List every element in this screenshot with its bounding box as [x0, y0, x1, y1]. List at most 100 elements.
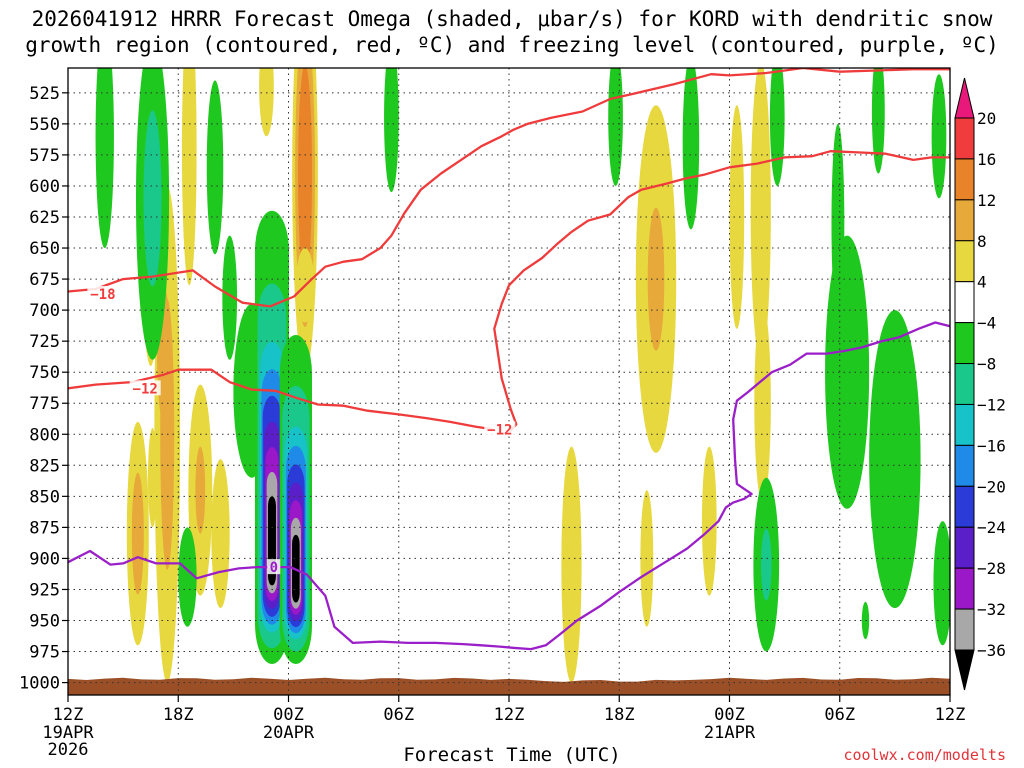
x-tick-sublabel-12-0: 20APR	[263, 723, 315, 743]
colorbar-label-13: −36	[977, 641, 1006, 660]
grid-lines	[68, 68, 950, 695]
y-tick-label-725: 725	[29, 332, 60, 352]
colorbar-bin-4	[954, 281, 975, 324]
x-tick-sublabel-0-1: 2026	[48, 740, 89, 760]
x-tick-label-12: 00Z	[273, 705, 304, 725]
contour-label-0: −18	[90, 287, 115, 303]
omega-cell-9-level-3	[300, 110, 310, 237]
omega-cell-20-level-0	[206, 80, 224, 255]
x-tick-label-48: 12Z	[935, 705, 966, 725]
colorbar-label-7: −12	[977, 395, 1006, 414]
y-tick-label-525: 525	[29, 84, 60, 104]
omega-cell-32-level-0	[869, 310, 921, 609]
contour-label-bg-3	[267, 559, 281, 575]
omega-shading	[95, 68, 950, 683]
contour-label-bg-1	[129, 380, 161, 396]
colorbar-label-5: −4	[977, 314, 996, 333]
y-tick-label-675: 675	[29, 270, 60, 290]
y-tick-label-800: 800	[29, 425, 60, 445]
omega-cell-31-level-0	[825, 235, 870, 509]
omega-cell-27-level-0	[769, 68, 785, 186]
contour-line-3	[68, 321, 950, 651]
colorbar-bin-7	[954, 403, 975, 446]
x-tick-label-24: 12Z	[494, 705, 525, 725]
colorbar-bin-8	[954, 444, 975, 487]
colorbar-bottom-triangle	[954, 649, 975, 691]
chart-title: 2026041912 HRRR Forecast Omega (shaded, …	[25, 7, 999, 57]
omega-cell-11-level-1	[565, 495, 578, 634]
x-tick-label-30: 18Z	[604, 705, 635, 725]
y-tick-label-875: 875	[29, 518, 60, 538]
x-tick-label-0: 12Z	[53, 705, 84, 725]
omega-cell-34-level-2	[760, 528, 772, 601]
colorbar-label-9: −20	[977, 477, 1006, 496]
omega-cell-22-level-0	[222, 235, 238, 360]
pressure-axis: 525 550 575 600 625 650 675 700 725 750 775 800 825 8…	[19, 84, 68, 694]
omega-cell-17-level-0	[754, 303, 771, 503]
colorbar-label-10: −24	[977, 518, 1006, 537]
colorbar-bin-11	[954, 567, 975, 610]
y-tick-label-775: 775	[29, 394, 60, 414]
y-tick-label-950: 950	[29, 612, 60, 632]
y-tick-label-550: 550	[29, 115, 60, 135]
omega-cell-7-level-0	[211, 459, 230, 609]
x-tick-label-36: 00Z	[714, 705, 745, 725]
y-tick-label-650: 650	[29, 239, 60, 259]
colorbar-bin-9	[954, 485, 975, 528]
x-tick-sublabel-36-0: 21APR	[704, 723, 756, 743]
colorbar-label-12: −32	[977, 600, 1006, 619]
y-tick-label-825: 825	[29, 456, 60, 476]
omega-cell-8-level-0	[259, 68, 274, 137]
omega-cell-29-level-0	[931, 74, 947, 199]
x-tick-label-18: 06Z	[383, 705, 414, 725]
y-tick-label-850: 850	[29, 487, 60, 507]
x-tick-label-42: 06Z	[824, 705, 855, 725]
colorbar-bin-6	[954, 363, 975, 405]
y-tick-label-575: 575	[29, 146, 60, 166]
contour-label-bg-2	[484, 421, 516, 437]
credit-text: coolwx.com/modelts	[843, 746, 1006, 764]
colorbar-top-triangle	[954, 77, 975, 119]
colorbar-label-8: −16	[977, 436, 1006, 455]
colorbar-label-11: −28	[977, 559, 1006, 578]
contour-label-1: −12	[133, 381, 158, 397]
omega-cell-18-level-1	[99, 71, 111, 202]
y-tick-label-975: 975	[29, 643, 60, 663]
y-tick-label-700: 700	[29, 301, 60, 321]
omega-colorbar: 20 16 12 8 4 −4 −8 −12 −16 −20 −24 −28 −32 −36	[954, 77, 1006, 691]
colorbar-bin-1	[954, 158, 975, 201]
y-tick-label-750: 750	[29, 363, 60, 383]
colorbar-label-3: 8	[977, 232, 987, 251]
y-tick-label-925: 925	[29, 580, 60, 600]
omega-cell-28-level-0	[871, 68, 885, 174]
omega-cell-16-level-0	[750, 68, 771, 360]
contour-line-2	[493, 150, 950, 432]
x-axis-title: Forecast Time (UTC)	[403, 744, 621, 766]
contour-line-0	[68, 68, 950, 308]
y-tick-label-900: 900	[29, 549, 60, 569]
x-tick-label-6: 18Z	[163, 705, 194, 725]
contour-line-1	[68, 368, 494, 431]
y-tick-label-625: 625	[29, 208, 60, 228]
contour-label-2: −12	[487, 422, 512, 438]
colorbar-label-6: −8	[977, 355, 996, 374]
ground-fill	[68, 677, 950, 695]
contour-label-bg-0	[87, 285, 119, 301]
colorbar-label-2: 12	[977, 191, 996, 210]
colorbar-label-1: 16	[977, 150, 996, 169]
omega-cell-6-level-2	[195, 446, 206, 534]
omega-cell-21-level-0	[178, 527, 197, 627]
y-tick-label-1000: 1000	[19, 674, 60, 694]
colorbar-label-4: 4	[977, 273, 987, 292]
y-tick-label-600: 600	[29, 177, 60, 197]
omega-cell-35-level-0	[861, 601, 870, 640]
colorbar-bin-10	[954, 526, 975, 569]
omega-cell-33-level-0	[933, 521, 950, 646]
omega-cell-19-level-3	[147, 147, 158, 250]
contour-label-3: 0	[270, 560, 278, 576]
colorbar-bin-3	[954, 240, 975, 283]
omega-cell-5-level-1	[184, 69, 194, 229]
x-tick-sublabel-0-0: 19APR	[42, 723, 94, 743]
